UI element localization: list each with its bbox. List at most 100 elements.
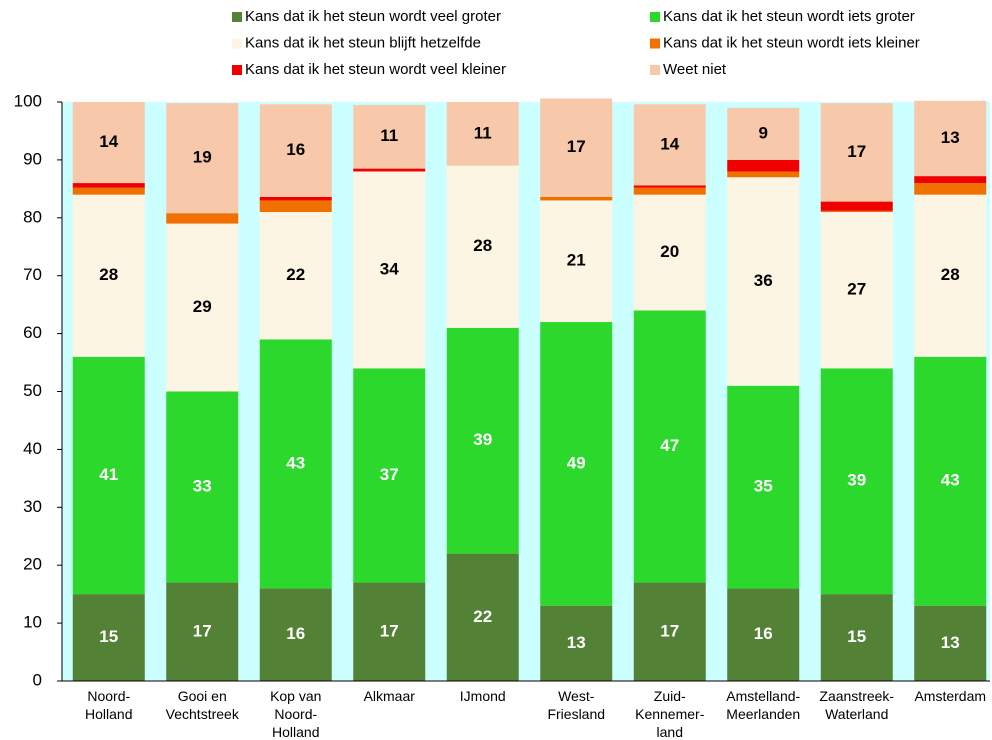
- x-tick-label: Zaanstreek- Waterland: [819, 688, 894, 722]
- bar-segment: [914, 176, 987, 184]
- y-tick-label: 90: [23, 149, 42, 168]
- bar-segment: [727, 588, 800, 681]
- data-label: 39: [847, 471, 866, 490]
- legend-label: Kans dat ik het steun wordt iets groter: [663, 8, 915, 25]
- label-line: Kennemer-: [635, 706, 705, 722]
- data-label: 15: [847, 627, 866, 646]
- legend-swatch: [232, 12, 242, 22]
- bar-segment: [727, 177, 800, 386]
- bar-segment: [914, 356, 987, 606]
- data-label: 14: [660, 134, 679, 153]
- legend-swatch: [650, 65, 660, 75]
- bar-segment: [914, 100, 987, 177]
- data-label: 16: [754, 624, 773, 643]
- data-label: 17: [660, 621, 679, 640]
- bar-segment: [633, 310, 706, 583]
- legend-swatch: [650, 12, 660, 22]
- bar-segment: [540, 605, 613, 681]
- data-label: 20: [660, 242, 679, 261]
- bar-segment: [72, 183, 145, 188]
- bar-segment: [820, 103, 893, 202]
- label-line: Alkmaar: [364, 688, 416, 704]
- bar-segment: [727, 159, 800, 172]
- data-label: 15: [99, 627, 118, 646]
- label-line: Waterland: [825, 706, 888, 722]
- data-label: 13: [567, 633, 586, 652]
- label-line: Noord-: [274, 706, 317, 722]
- data-label: 28: [473, 236, 492, 255]
- data-label: 22: [473, 607, 492, 626]
- label-line: land: [657, 724, 683, 740]
- data-label: 47: [660, 436, 679, 455]
- bar-segment: [540, 98, 613, 197]
- data-label: 33: [193, 477, 212, 496]
- data-label: 28: [99, 265, 118, 284]
- bar-segment: [446, 165, 519, 328]
- legend-label: Weet niet: [663, 61, 727, 78]
- y-tick-label: 10: [23, 613, 42, 632]
- label-line: Holland: [272, 724, 319, 740]
- bar-segment: [166, 582, 239, 681]
- data-label: 16: [286, 624, 305, 643]
- bar-segment: [914, 183, 987, 195]
- data-label: 39: [473, 430, 492, 449]
- bar-segment: [820, 201, 893, 211]
- legend-label: Kans dat ik het steun wordt veel kleiner: [245, 61, 506, 78]
- label-line: Gooi en: [178, 688, 227, 704]
- bar-segment: [259, 200, 332, 213]
- label-line: Vechtstreek: [166, 706, 240, 722]
- bar-segment: [72, 194, 145, 357]
- x-tick-label: Noord- Holland: [85, 688, 132, 722]
- data-label: 11: [380, 126, 398, 145]
- bar-segment: [353, 368, 426, 583]
- y-tick-label: 80: [23, 207, 42, 226]
- bar-segment: [259, 196, 332, 201]
- bar-segment: [166, 213, 239, 224]
- data-label: 21: [567, 251, 586, 270]
- bar-segment: [446, 553, 519, 681]
- data-label: 35: [754, 477, 773, 496]
- y-tick-label: 100: [14, 91, 42, 110]
- label-line: Amstelland-: [726, 688, 800, 704]
- x-tick-label: Alkmaar: [364, 688, 416, 704]
- bar-segment: [914, 194, 987, 357]
- x-tick-label: IJmond: [460, 688, 506, 704]
- label-line: West-: [558, 688, 595, 704]
- data-label: 17: [847, 142, 866, 161]
- legend-label: Kans dat ik het steun blijft hetzelfde: [245, 34, 481, 51]
- legend-swatch: [650, 38, 660, 49]
- data-label: 29: [193, 297, 212, 316]
- bar-segment: [540, 196, 613, 201]
- data-label: 17: [193, 621, 212, 640]
- bar-segment: [914, 605, 987, 681]
- x-tick-label: Gooi en Vechtstreek: [166, 688, 240, 722]
- bar-segment: [259, 212, 332, 340]
- x-tick-label: Amstelland- Meerlanden: [726, 688, 800, 722]
- data-label: 37: [380, 465, 399, 484]
- label-line: Noord-: [87, 688, 130, 704]
- y-tick-label: 70: [23, 265, 42, 284]
- legend-swatch: [232, 38, 242, 49]
- bar-segment: [72, 594, 145, 681]
- bar-segment: [166, 391, 239, 583]
- x-tick-label: Kop van Noord- Holland: [270, 688, 321, 740]
- data-label: 11: [474, 123, 492, 142]
- bar-segment: [727, 107, 800, 160]
- bar-segment: [820, 368, 893, 595]
- bar-segment: [446, 327, 519, 554]
- x-tick-label: Amsterdam: [914, 688, 986, 704]
- y-tick-label: 60: [23, 323, 42, 342]
- data-label: 13: [941, 128, 960, 147]
- data-label: 43: [286, 453, 305, 472]
- data-label: 43: [941, 471, 960, 490]
- x-tick-label: Zuid- Kennemer-land: [635, 688, 705, 740]
- y-tick-label: 0: [33, 670, 42, 689]
- data-label: 16: [286, 140, 305, 159]
- bar-segment: [820, 212, 893, 369]
- data-label: 41: [99, 465, 118, 484]
- bar-segment: [72, 187, 145, 195]
- bar-segment: [166, 223, 239, 392]
- bar-segment: [446, 102, 519, 166]
- label-line: Zaanstreek-: [819, 688, 894, 704]
- y-tick-label: 50: [23, 381, 42, 400]
